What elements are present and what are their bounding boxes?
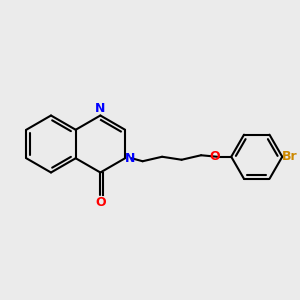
Text: N: N (125, 152, 136, 165)
Text: O: O (95, 196, 106, 209)
Text: N: N (95, 101, 106, 115)
Text: O: O (209, 150, 220, 163)
Text: Br: Br (282, 150, 298, 163)
